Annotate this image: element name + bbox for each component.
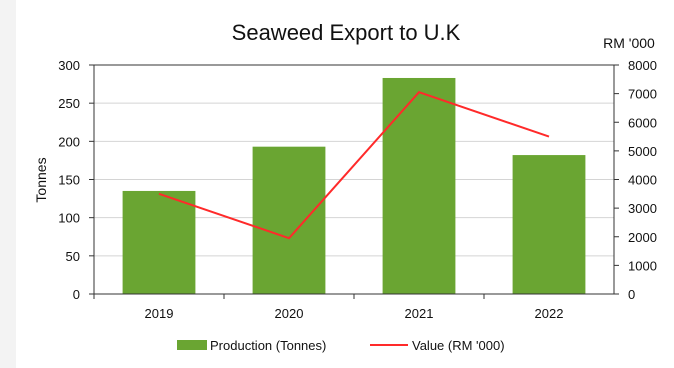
bar-2020 [252,146,326,294]
right-tick-label: 7000 [628,87,657,102]
value-line [158,91,550,240]
left-tick-label: 50 [66,249,80,264]
x-tick-label: 2021 [405,306,434,321]
axes: 0501001502002503000100020003000400050006… [58,58,657,321]
x-tick-label: 2019 [145,306,174,321]
left-axis-label: Tonnes [33,157,49,202]
right-tick-label: 5000 [628,144,657,159]
line-series [158,91,550,240]
left-tick-label: 150 [58,173,80,188]
x-tick-label: 2020 [275,306,304,321]
bar-series [122,77,586,294]
left-tick-label: 100 [58,211,80,226]
left-tick-label: 200 [58,134,80,149]
bar-2021 [382,77,456,294]
legend: Production (Tonnes) Value (RM '000) [177,338,505,353]
left-tick-label: 250 [58,96,80,111]
right-tick-label: 3000 [628,201,657,216]
legend-label-value: Value (RM '000) [412,338,505,353]
chart-title: Seaweed Export to U.K [232,20,461,45]
bar-2019 [122,190,196,294]
right-tick-label: 8000 [628,58,657,73]
right-tick-label: 0 [628,287,635,302]
left-tick-label: 0 [73,287,80,302]
legend-label-production: Production (Tonnes) [210,338,326,353]
legend-swatch-production [177,340,207,350]
left-tick-label: 300 [58,58,80,73]
right-axis-label: RM '000 [603,35,655,51]
bar-2022 [512,155,586,294]
right-tick-label: 6000 [628,115,657,130]
x-tick-label: 2022 [535,306,564,321]
right-tick-label: 2000 [628,230,657,245]
right-tick-label: 1000 [628,258,657,273]
right-tick-label: 4000 [628,173,657,188]
